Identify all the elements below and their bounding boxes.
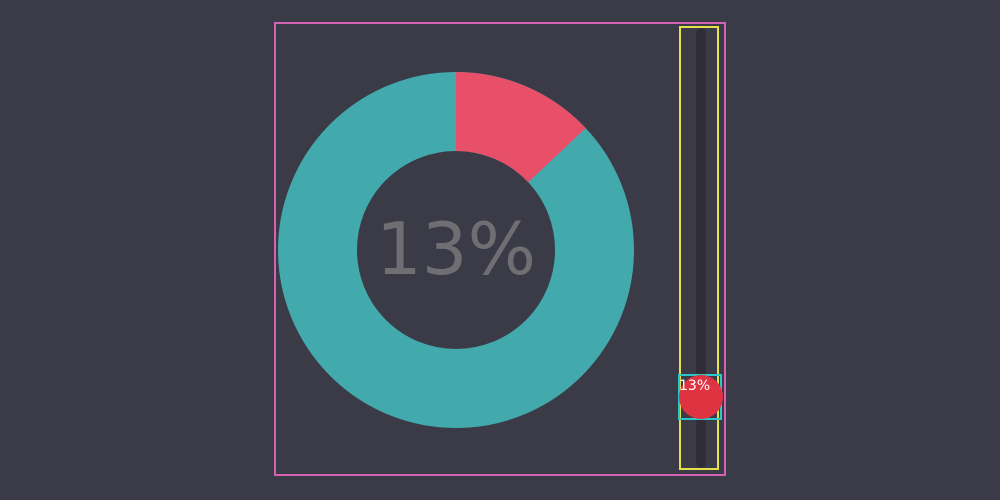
donut-svg	[278, 72, 634, 428]
slider-handle-label: 13%	[679, 378, 711, 394]
donut-center-label: 13%	[375, 207, 537, 291]
donut-progress-slice	[456, 72, 586, 183]
donut-chart: 13%	[276, 24, 636, 474]
chart-widget-frame	[274, 22, 726, 476]
slider-handle[interactable]	[679, 375, 723, 419]
vertical-slider-track[interactable]	[696, 28, 706, 468]
vertical-slider-frame	[679, 26, 719, 470]
